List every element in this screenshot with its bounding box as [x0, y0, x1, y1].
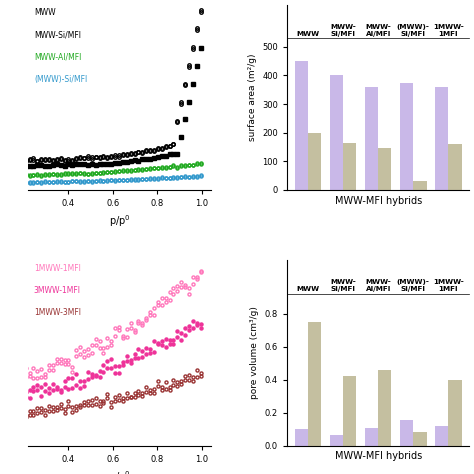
X-axis label: p/p$^0$: p/p$^0$: [109, 214, 130, 229]
Bar: [365, 87, 378, 190]
Bar: [343, 376, 356, 446]
Bar: [343, 143, 356, 190]
Bar: [435, 87, 448, 190]
X-axis label: p/p$^0$: p/p$^0$: [109, 469, 130, 474]
Text: 3MWW-1MFI: 3MWW-1MFI: [34, 286, 81, 295]
Bar: [413, 432, 427, 446]
Bar: [400, 420, 413, 446]
Text: MWW-
Al/MFI: MWW- Al/MFI: [365, 24, 391, 36]
Bar: [308, 322, 321, 446]
Y-axis label: pore volume (cm³/g): pore volume (cm³/g): [250, 307, 259, 400]
X-axis label: MWW-MFI hybrids: MWW-MFI hybrids: [335, 451, 422, 461]
Text: MWW-Al/MFI: MWW-Al/MFI: [34, 53, 81, 62]
Bar: [413, 182, 427, 190]
Text: 1MWW-1MFI: 1MWW-1MFI: [34, 264, 81, 273]
Text: 1MWW-
1MFI: 1MWW- 1MFI: [433, 279, 464, 292]
Y-axis label: surface area (m²/g): surface area (m²/g): [247, 54, 256, 141]
Bar: [448, 380, 462, 446]
Bar: [378, 370, 392, 446]
Text: (MWW)-Si/MFI: (MWW)-Si/MFI: [34, 75, 87, 84]
Bar: [295, 429, 308, 446]
Bar: [365, 428, 378, 446]
Text: MWW: MWW: [297, 31, 319, 36]
Text: 1MWW-3MFI: 1MWW-3MFI: [34, 309, 81, 318]
Text: (MWW)-
Si/MFI: (MWW)- Si/MFI: [397, 279, 429, 292]
Bar: [435, 426, 448, 446]
X-axis label: MWW-MFI hybrids: MWW-MFI hybrids: [335, 195, 422, 206]
Bar: [308, 133, 321, 190]
Text: MWW-
Si/MFI: MWW- Si/MFI: [330, 279, 356, 292]
Bar: [295, 61, 308, 190]
Text: MWW: MWW: [297, 286, 319, 292]
Text: MWW: MWW: [34, 9, 55, 18]
Text: MWW-Si/MFI: MWW-Si/MFI: [34, 31, 81, 40]
Bar: [448, 144, 462, 190]
Bar: [330, 435, 343, 446]
Bar: [400, 82, 413, 190]
Text: MWW-
Si/MFI: MWW- Si/MFI: [330, 24, 356, 36]
Bar: [378, 148, 392, 190]
Text: MWW-
Al/MFI: MWW- Al/MFI: [365, 279, 391, 292]
Text: (MWW)-
Si/MFI: (MWW)- Si/MFI: [397, 24, 429, 36]
Text: 1MWW-
1MFI: 1MWW- 1MFI: [433, 24, 464, 36]
Bar: [330, 75, 343, 190]
